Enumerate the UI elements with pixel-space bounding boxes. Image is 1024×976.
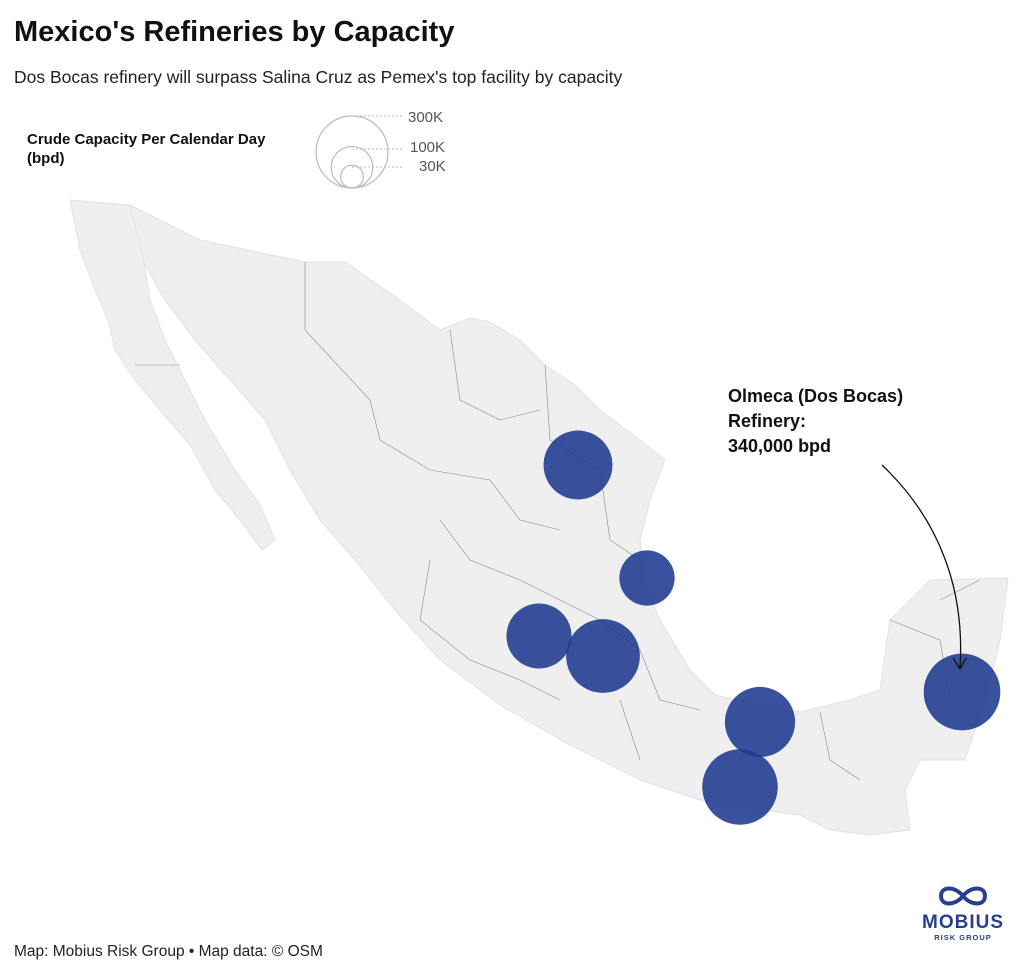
annotation-arrowhead [952, 657, 967, 671]
mainland-mexico [129, 204, 1009, 836]
logo-name: MOBIUS [922, 912, 1004, 933]
state-borders [135, 262, 981, 781]
infinity-logo-icon [938, 886, 988, 906]
refinery-bubble[interactable] [566, 619, 640, 693]
chart-title: Mexico's Refineries by Capacity [14, 16, 455, 48]
legend-label-30k: 30K [419, 158, 446, 175]
dos-bocas-annotation: Olmeca (Dos Bocas) Refinery: 340,000 bpd [728, 384, 903, 459]
refinery-bubble[interactable] [543, 430, 613, 500]
legend-title-line2: (bpd) [27, 150, 65, 167]
legend-size-circles [315, 115, 402, 189]
refinery-bubble[interactable] [724, 686, 796, 758]
legend-label-300k: 300K [408, 109, 444, 126]
mexico-landmass [69, 199, 1009, 836]
annotation-line1: Olmeca (Dos Bocas) [728, 386, 904, 406]
annotation-arrow [881, 464, 962, 669]
logo-tagline: RISK GROUP [934, 933, 992, 942]
refinery-bubble[interactable] [619, 550, 675, 606]
legend-label-100k: 100K [410, 139, 446, 156]
refinery-bubble[interactable] [506, 603, 572, 669]
annotation-line2: Refinery: [728, 411, 807, 431]
baja-peninsula [69, 199, 276, 551]
legend-title-line1: Crude Capacity Per Calendar Day [27, 131, 266, 148]
refinery-bubble[interactable] [923, 653, 1001, 731]
mobius-logo: MOBIUS RISK GROUP [908, 884, 1018, 942]
refinery-bubbles [506, 430, 1001, 825]
chart-subtitle: Dos Bocas refinery will surpass Salina C… [14, 67, 623, 87]
legend-circle [340, 164, 364, 189]
legend-circle [315, 115, 389, 189]
annotation-line3: 340,000 bpd [728, 436, 832, 456]
refinery-bubble[interactable] [702, 749, 778, 825]
legend-title: Crude Capacity Per Calendar Day (bpd) [27, 130, 265, 168]
footer-credit: Map: Mobius Risk Group • Map data: © OSM [14, 943, 323, 960]
